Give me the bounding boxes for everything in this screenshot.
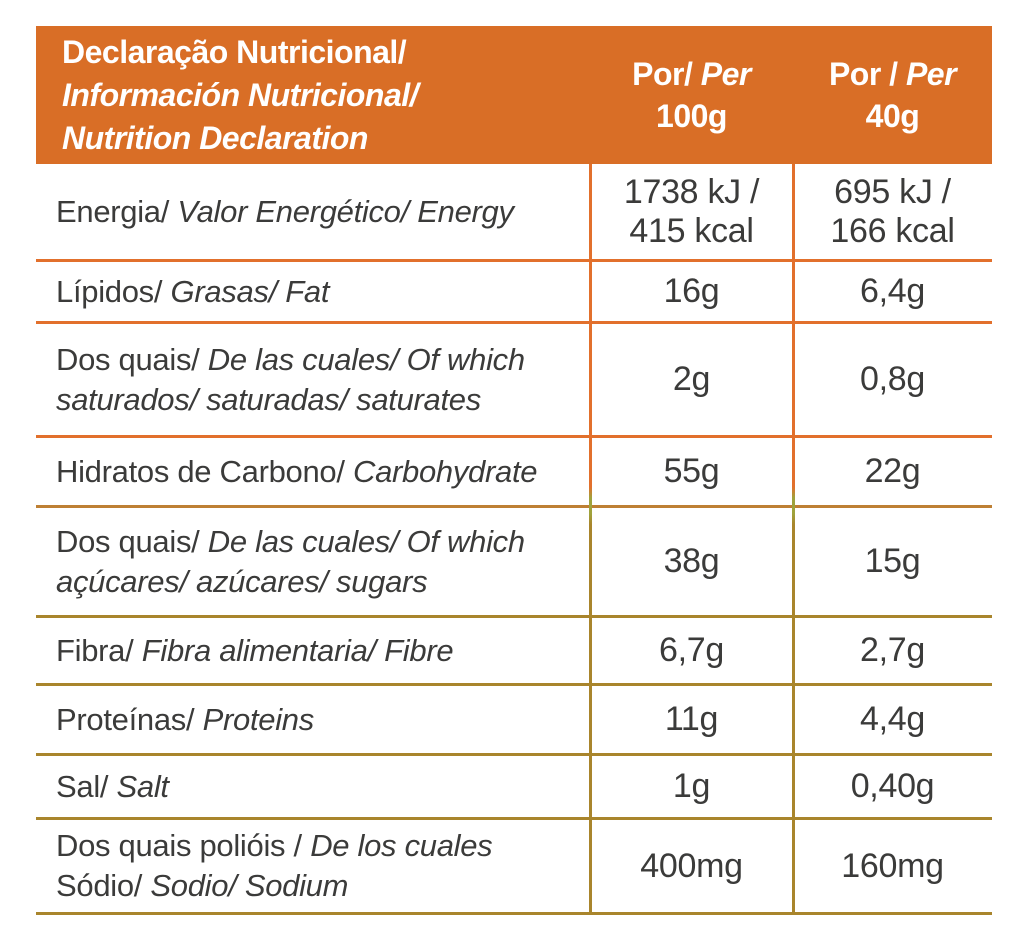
row-label-protein: Proteínas/ Proteins: [36, 686, 590, 753]
row-label-sugars: Dos quais/ De las cuales/ Of which açúcar…: [36, 508, 590, 615]
header-col-per-40g: Por / Per 40g: [793, 26, 992, 164]
header-title: Declaração Nutricional/ Información Nutr…: [36, 26, 590, 164]
value-per-100g-fibre: 6,7g: [659, 631, 724, 669]
value-per-40g-protein: 4,4g: [860, 700, 925, 738]
header-title-line-pt: Declaração Nutricional/: [62, 33, 407, 70]
row-label-polyols-sodium: Dos quais polióis / De los cuales Sódio/ …: [36, 820, 590, 912]
table-row-fat: Lípidos/ Grasas/ Fat 16g 6,4g: [36, 262, 992, 324]
value-per-40g-polyols-sodium: 160mg: [841, 846, 944, 885]
value-per-40g-carbohydrate: 22g: [864, 452, 921, 490]
header-col-per-40g-amount: 40g: [865, 98, 920, 134]
table-row-salt: Sal/ Salt 1g 0,40g: [36, 756, 992, 820]
table-row-sugars: Dos quais/ De las cuales/ Of which açúcar…: [36, 508, 992, 618]
row-label-energy: Energia/ Valor Energético/ Energy: [36, 164, 590, 259]
value-per-100g-salt: 1g: [672, 767, 711, 805]
row-label-saturates: Dos quais/ De las cuales/ Of which satura…: [36, 324, 590, 435]
header-title-line-en: Nutrition Declaration: [62, 119, 368, 156]
value-per-40g-energy: 695 kJ /166 kcal: [830, 172, 955, 250]
table-row-carbohydrate: Hidratos de Carbono/ Carbohydrate 55g 22g: [36, 438, 992, 508]
row-label-line: Dos quais/ De las cuales/ Of which: [56, 341, 525, 377]
header-col-per-40g-label: Por / Per: [828, 56, 957, 92]
row-label-line: açúcares/ azúcares/ sugars: [56, 563, 428, 599]
value-per-100g-fat: 16g: [663, 272, 720, 310]
value-per-100g-carbohydrate: 55g: [663, 452, 720, 490]
row-label-line: Proteínas/ Proteins: [56, 701, 314, 737]
header-col-per-100g-label: Por/ Per: [632, 56, 751, 92]
column-divider-2: [792, 164, 795, 915]
row-label-line: Hidratos de Carbono/ Carbohydrate: [56, 453, 538, 489]
row-label-fat: Lípidos/ Grasas/ Fat: [36, 262, 590, 321]
value-per-100g-sugars: 38g: [663, 542, 720, 580]
table-row-energy: Energia/ Valor Energético/ Energy 1738 kJ…: [36, 164, 992, 262]
table-body: Energia/ Valor Energético/ Energy 1738 kJ…: [36, 164, 992, 915]
row-label-line: Fibra/ Fibra alimentaria/ Fibre: [56, 632, 454, 668]
value-per-40g-sugars: 15g: [864, 542, 921, 580]
value-per-40g-saturates: 0,8g: [860, 360, 925, 398]
row-label-line: Lípidos/ Grasas/ Fat: [56, 273, 330, 309]
row-label-line: Dos quais polióis / De los cuales: [56, 828, 493, 863]
row-label-salt: Sal/ Salt: [36, 756, 590, 817]
row-label-line: Sódio/ Sodio/ Sodium: [56, 868, 349, 903]
value-per-100g-energy: 1738 kJ /415 kcal: [623, 172, 760, 250]
table-row-polyols-sodium: Dos quais polióis / De los cuales Sódio/ …: [36, 820, 992, 915]
column-divider-1: [589, 164, 592, 915]
row-label-carbohydrate: Hidratos de Carbono/ Carbohydrate: [36, 438, 590, 505]
value-per-40g-salt: 0,40g: [850, 767, 935, 805]
row-label-line: saturados/ saturadas/ saturates: [56, 381, 481, 417]
value-per-40g-fibre: 2,7g: [860, 631, 925, 669]
value-per-100g-saturates: 2g: [672, 360, 711, 398]
row-label-line: Dos quais/ De las cuales/ Of which: [56, 523, 525, 559]
table-row-saturates: Dos quais/ De las cuales/ Of which satura…: [36, 324, 992, 438]
value-per-100g-polyols-sodium: 400mg: [640, 846, 743, 885]
table-row-protein: Proteínas/ Proteins 11g 4,4g: [36, 686, 992, 756]
row-label-line: Energia/ Valor Energético/ Energy: [56, 193, 514, 229]
nutrition-table: Declaração Nutricional/ Información Nutr…: [36, 26, 992, 915]
table-header: Declaração Nutricional/ Información Nutr…: [36, 26, 992, 164]
row-label-fibre: Fibra/ Fibra alimentaria/ Fibre: [36, 618, 590, 683]
table-row-fibre: Fibra/ Fibra alimentaria/ Fibre 6,7g 2,7g: [36, 618, 992, 686]
header-title-line-es: Información Nutricional/: [62, 76, 419, 113]
row-label-line: Sal/ Salt: [56, 768, 169, 804]
value-per-40g-fat: 6,4g: [860, 272, 925, 310]
header-col-per-100g-amount: 100g: [656, 98, 727, 134]
value-per-100g-protein: 11g: [664, 700, 719, 738]
header-col-per-100g: Por/ Per 100g: [590, 26, 793, 164]
